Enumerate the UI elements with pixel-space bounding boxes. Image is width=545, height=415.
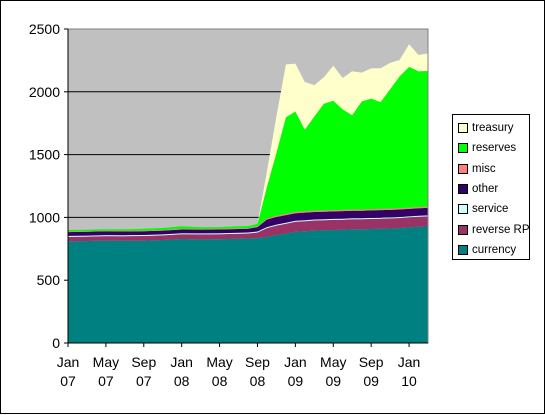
area-other bbox=[68, 207, 428, 236]
x-tick-label-year: 09 bbox=[363, 373, 379, 389]
x-tick-label-month: May bbox=[320, 354, 346, 370]
area-currency bbox=[68, 226, 428, 343]
legend-item-reverse-rp: reverse RP bbox=[458, 219, 530, 239]
x-tick-label-month: Jan bbox=[398, 354, 421, 370]
legend-label: service bbox=[472, 203, 509, 216]
area-service bbox=[68, 215, 428, 237]
y-tick-label: 0 bbox=[52, 335, 60, 351]
x-tick-label-year: 10 bbox=[401, 373, 417, 389]
legend-item-other: other bbox=[458, 179, 529, 199]
legend-item-treasury: treasury bbox=[458, 118, 529, 138]
x-tick-label-month: Sep bbox=[359, 354, 384, 370]
legend-item-service: service bbox=[458, 199, 529, 219]
legend-swatch bbox=[458, 244, 468, 255]
legend-item-misc: misc bbox=[458, 159, 529, 179]
x-tick-label-month: Sep bbox=[131, 354, 156, 370]
x-tick-label-year: 08 bbox=[250, 373, 266, 389]
legend-item-currency: currency bbox=[458, 240, 529, 260]
legend-swatch bbox=[458, 123, 468, 134]
legend-label: misc bbox=[472, 162, 496, 175]
x-tick-label-year: 08 bbox=[174, 373, 190, 389]
x-tick-label-year: 07 bbox=[60, 373, 76, 389]
legend-label: other bbox=[472, 183, 499, 196]
x-tick-label-year: 09 bbox=[325, 373, 341, 389]
y-tick-label: 2000 bbox=[29, 84, 60, 100]
area-misc bbox=[68, 206, 428, 233]
y-tick-label: 2500 bbox=[29, 21, 60, 37]
x-tick-label-month: Jan bbox=[57, 354, 80, 370]
legend: treasury reserves misc other service reverse … bbox=[452, 114, 530, 260]
x-tick-label-month: Sep bbox=[245, 354, 270, 370]
x-tick-label-month: Jan bbox=[170, 354, 193, 370]
x-tick-label-month: Jan bbox=[284, 354, 307, 370]
area-treasury bbox=[68, 44, 428, 230]
axes bbox=[67, 29, 428, 344]
area-reverse-rp bbox=[68, 216, 428, 242]
legend-swatch bbox=[458, 204, 468, 215]
area-reserves bbox=[68, 66, 428, 232]
x-axis-ticks: Jan 07 May 07 Sep 07 Jan 08 May 08 Sep 08 Jan 09 May 09… bbox=[57, 343, 421, 389]
stacked-areas bbox=[68, 44, 428, 343]
legend-label: reverse RP bbox=[472, 223, 530, 236]
legend-item-reserves: reserves bbox=[458, 138, 529, 158]
x-tick-label-month: May bbox=[206, 354, 232, 370]
y-tick-label: 1000 bbox=[29, 209, 60, 225]
legend-swatch bbox=[458, 163, 468, 174]
legend-label: currency bbox=[472, 243, 517, 256]
legend-label: treasury bbox=[472, 122, 514, 135]
y-tick-label: 1500 bbox=[29, 147, 60, 163]
x-tick-label-year: 07 bbox=[98, 373, 114, 389]
legend-swatch bbox=[458, 184, 468, 195]
x-tick-label-year: 09 bbox=[288, 373, 304, 389]
legend-swatch bbox=[458, 224, 468, 235]
x-tick-label-year: 08 bbox=[212, 373, 228, 389]
legend-swatch bbox=[458, 143, 468, 154]
x-tick-label-month: May bbox=[93, 354, 119, 370]
y-tick-label: 500 bbox=[37, 272, 61, 288]
y-axis-ticks: 0 500 1000 1500 2000 2500 bbox=[29, 21, 68, 351]
x-tick-label-year: 07 bbox=[136, 373, 152, 389]
legend-label: reserves bbox=[472, 142, 517, 155]
